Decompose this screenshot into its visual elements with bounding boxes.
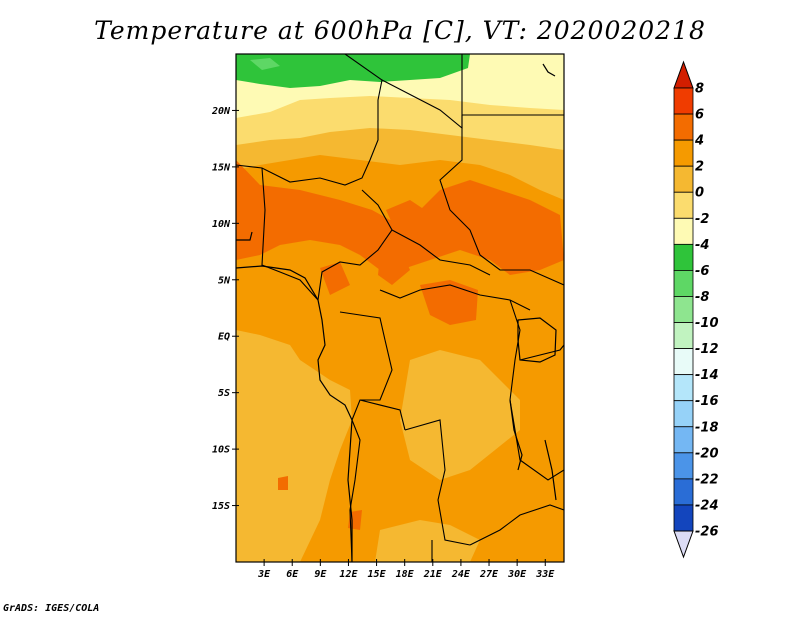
colorbar-label: 6 — [695, 108, 704, 123]
colorbar-segment — [673, 348, 694, 376]
west-coast — [236, 265, 353, 562]
grads-credit: GrADS: IGES/COLA — [3, 603, 100, 614]
lon-tick-label: 6E — [286, 569, 299, 580]
colorbar-label: -14 — [695, 368, 719, 383]
coastline — [236, 63, 557, 562]
border-gabon-congo — [339, 311, 386, 341]
lat-tick-label: 15N — [212, 162, 231, 173]
lat-tick-label: 5N — [218, 275, 231, 286]
lon-tick-label: 27E — [479, 569, 499, 580]
colorbar-segment — [673, 217, 694, 245]
lon-tick-label: 24E — [451, 569, 471, 580]
colorbar-segment — [673, 426, 694, 454]
colorbar-label: -12 — [695, 342, 719, 357]
lon-tick-label: 12E — [339, 569, 358, 580]
lat-tick-label: 10S — [212, 445, 230, 456]
colorbar-segment — [673, 139, 694, 167]
colorbar-label: -26 — [695, 525, 719, 540]
colorbar-label: -10 — [695, 316, 719, 331]
field-dark-orange-patch-4 — [320, 262, 350, 295]
colorbar-segment — [673, 113, 694, 141]
colorbar-segment — [673, 165, 694, 193]
country-borders — [236, 54, 564, 562]
field-dark-orange-patch-2 — [455, 185, 492, 220]
lat-tick-label: 15S — [212, 501, 230, 512]
colorbar-segment — [673, 322, 694, 349]
colorbar-segment — [673, 452, 694, 480]
colorbar-segment — [673, 243, 694, 271]
field-band-south — [375, 520, 480, 562]
colorbar-label: 4 — [694, 134, 704, 149]
colorbar-segment — [673, 478, 694, 506]
colorbar-segment — [673, 270, 694, 297]
border-car-north — [391, 229, 491, 276]
map-title: Temperature at 600hPa [C], VT: 202002021… — [94, 16, 706, 45]
border-niger-south — [236, 54, 383, 186]
temperature-field — [236, 54, 564, 562]
field-dark-orange-patch-1 — [386, 200, 428, 236]
colorbar-label: -6 — [695, 264, 709, 279]
field-dark-orange-central — [420, 280, 478, 325]
field-band-green — [236, 54, 470, 88]
colorbar-label: -2 — [695, 212, 709, 227]
border-angola-east — [404, 419, 471, 546]
lat-tick-label: 10N — [212, 219, 231, 230]
border-benin — [261, 167, 319, 301]
lake-victoria — [517, 317, 557, 363]
colorbar-label: -20 — [695, 446, 719, 461]
coast-west-bump — [236, 231, 253, 241]
field-green-light-patch — [250, 58, 280, 70]
longitude-axis: 3E 6E 9E 12E 15E 18E 21E 24E 27E 30E 33E — [257, 559, 555, 580]
colorbar-segment — [673, 504, 694, 532]
latitude-axis: 20N 15N 10N 5N EQ 5S 10S 15S — [211, 106, 239, 512]
border-kenya — [519, 344, 564, 361]
border-zambia-south — [469, 504, 564, 546]
lat-tick-label: 20N — [211, 106, 231, 117]
border-congo-drc — [351, 339, 393, 421]
lat-tick-label: EQ — [218, 332, 230, 343]
border-chad-sudan — [439, 115, 564, 286]
colorbar-label: 2 — [695, 160, 704, 175]
lon-tick-label: 33E — [535, 569, 555, 580]
colorbar-segment — [673, 191, 694, 219]
field-dark-orange-patch-6 — [278, 476, 288, 490]
colorbar-label: -24 — [695, 498, 719, 513]
map-frame — [235, 53, 565, 563]
colorbar-segment — [673, 296, 694, 323]
border-angola-west — [349, 419, 361, 562]
lon-tick-label: 9E — [314, 569, 327, 580]
field-band-southwest — [236, 330, 352, 562]
colorbar-label: -8 — [695, 290, 709, 305]
colorbar-segment — [673, 87, 694, 115]
border-libya-chad — [381, 54, 463, 130]
nile-delta — [542, 63, 556, 77]
colorbar-label: -18 — [695, 420, 719, 435]
lon-tick-label: 15E — [368, 569, 387, 580]
lon-tick-label: 18E — [396, 569, 415, 580]
colorbar: 8 6 4 2 0 -2 -4 -6 -8 -10 -12 -14 -16 -18 -20 -22 -24 -26 — [673, 60, 719, 559]
field-dark-orange-patch-3 — [378, 248, 410, 285]
colorbar-segment — [673, 374, 694, 402]
colorbar-label: 0 — [695, 186, 704, 201]
border-drc-angola — [359, 399, 406, 431]
colorbar-top-arrow — [673, 60, 694, 89]
field-band-central — [400, 350, 520, 480]
lon-tick-label: 21E — [423, 569, 443, 580]
lon-tick-label: 3E — [257, 569, 271, 580]
colorbar-label: -16 — [695, 394, 719, 409]
border-nigeria-cameroon — [317, 189, 393, 301]
colorbar-bottom-arrow — [673, 530, 694, 559]
colorbar-label: -22 — [695, 472, 719, 487]
lat-tick-label: 5S — [218, 388, 230, 399]
colorbar-segment — [673, 400, 694, 428]
lake-tanganyika — [509, 399, 523, 471]
lon-tick-label: 30E — [507, 569, 527, 580]
lake-malawi — [544, 439, 557, 501]
colorbar-label: 8 — [695, 82, 704, 97]
colorbar-label: -4 — [695, 238, 709, 253]
